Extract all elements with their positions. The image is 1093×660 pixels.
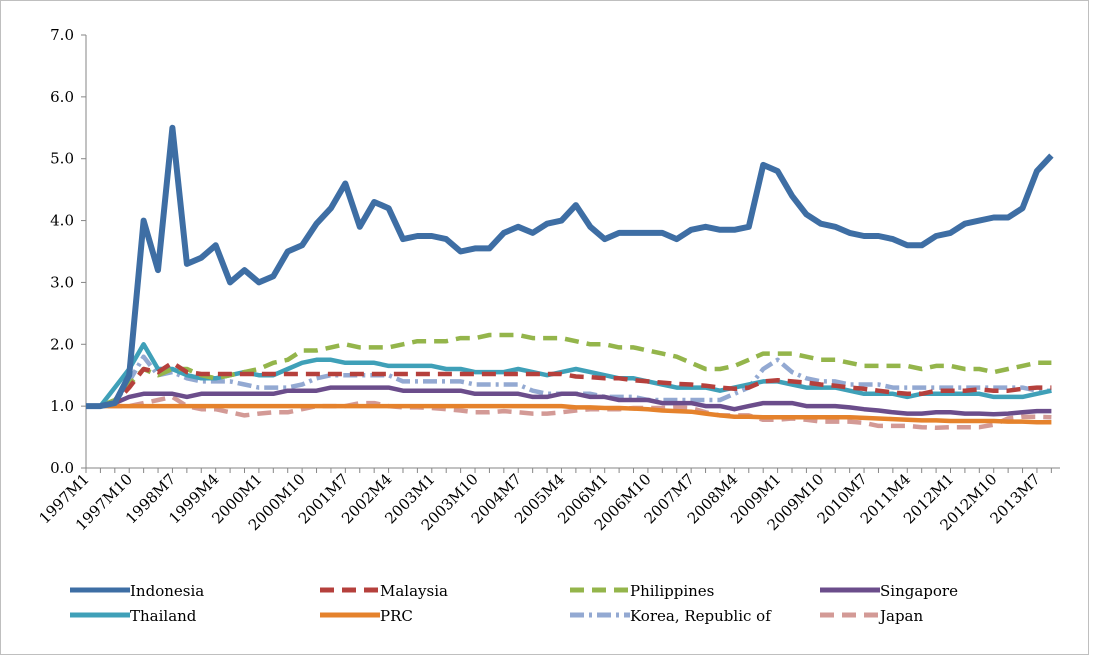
y-tick-label: 3.0 — [50, 273, 74, 291]
legend-label: PRC — [380, 607, 413, 625]
legend-label: Korea, Republic of — [630, 607, 772, 625]
legend-label: Malaysia — [380, 582, 448, 600]
legend-label: Indonesia — [130, 582, 204, 600]
series-line — [86, 360, 1052, 409]
series-line — [86, 403, 1052, 425]
series-line — [86, 394, 1052, 431]
y-tick-label: 5.0 — [50, 150, 74, 168]
series-line — [86, 385, 1052, 417]
legend-label: Japan — [878, 607, 924, 625]
series-line — [86, 124, 1054, 410]
y-tick-label: 2.0 — [50, 335, 74, 353]
y-tick-label: 1.0 — [50, 397, 74, 415]
y-tick-label: 7.0 — [50, 26, 74, 44]
legend-label: Philippines — [630, 582, 714, 600]
y-tick-label: 0.0 — [50, 459, 74, 477]
y-tick-label: 4.0 — [50, 212, 74, 230]
y-tick-label: 6.0 — [50, 88, 74, 106]
legend-label: Thailand — [130, 607, 197, 625]
series-line — [86, 332, 1052, 409]
legend-label: Singapore — [880, 582, 958, 600]
